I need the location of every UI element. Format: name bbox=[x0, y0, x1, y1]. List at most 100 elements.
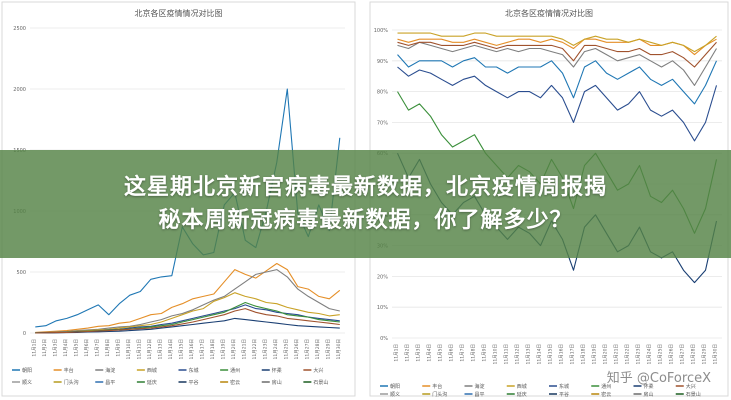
x-tick-label: 11月5日 bbox=[438, 344, 444, 362]
legend-label: 东城 bbox=[189, 367, 199, 374]
x-tick-label: 11月21日 bbox=[241, 339, 247, 359]
legend-label: 密云 bbox=[601, 391, 611, 398]
x-tick-label: 11月20日 bbox=[603, 344, 609, 364]
legend-label: 丰台 bbox=[64, 367, 74, 374]
y-tick-label: 10% bbox=[377, 305, 388, 311]
legend-label: 怀柔 bbox=[272, 367, 282, 374]
x-tick-label: 11月10日 bbox=[126, 339, 132, 359]
x-tick-label: 11月12日 bbox=[515, 344, 521, 364]
x-tick-label: 11月6日 bbox=[449, 344, 455, 362]
x-tick-label: 11月13日 bbox=[157, 339, 163, 359]
chart-title: 北京各区疫情情况对比图 bbox=[135, 8, 223, 18]
series-line-大兴 bbox=[35, 308, 340, 334]
x-tick-label: 11月1日 bbox=[394, 344, 400, 362]
legend-label: 房山 bbox=[644, 391, 654, 398]
x-tick-label: 11月2日 bbox=[42, 339, 48, 357]
x-tick-label: 11月17日 bbox=[570, 344, 576, 364]
legend-label: 门头沟 bbox=[432, 391, 447, 398]
x-tick-label: 11月24日 bbox=[647, 344, 653, 364]
y-tick-label: 500 bbox=[16, 270, 26, 276]
legend-label: 门头沟 bbox=[64, 379, 79, 386]
headline-line-2: 秘本周新冠病毒最新数据，你了解多少？ bbox=[158, 208, 573, 233]
legend-label: 东城 bbox=[559, 383, 569, 390]
x-tick-label: 11月11日 bbox=[504, 344, 510, 364]
x-tick-label: 11月21日 bbox=[614, 344, 620, 364]
x-tick-label: 11月18日 bbox=[581, 344, 587, 364]
y-tick-label: 2500 bbox=[13, 26, 26, 32]
series-line-西城 bbox=[397, 32, 717, 53]
x-tick-label: 11月30日 bbox=[713, 344, 719, 364]
x-tick-label: 11月13日 bbox=[526, 344, 532, 364]
x-tick-label: 11月15日 bbox=[548, 344, 554, 364]
legend-label: 顺义 bbox=[22, 380, 32, 386]
x-tick-label: 11月3日 bbox=[52, 339, 58, 357]
y-tick-label: 70% bbox=[377, 120, 388, 126]
x-tick-label: 11月24日 bbox=[273, 339, 279, 359]
legend-label: 通州 bbox=[230, 367, 240, 374]
x-tick-label: 11月10日 bbox=[493, 344, 499, 364]
legend-label: 丰台 bbox=[432, 383, 442, 390]
legend-label: 海淀 bbox=[475, 383, 485, 390]
x-tick-label: 11月5日 bbox=[73, 339, 79, 357]
chart-title: 北京各区疫情情况对比图 bbox=[505, 8, 593, 18]
x-tick-label: 11月25日 bbox=[658, 344, 664, 364]
legend-label: 海淀 bbox=[105, 367, 115, 374]
legend-label: 大兴 bbox=[686, 383, 696, 390]
x-tick-label: 11月23日 bbox=[636, 344, 642, 364]
x-tick-label: 11月27日 bbox=[304, 339, 310, 359]
legend-label: 怀柔 bbox=[644, 383, 654, 390]
x-tick-label: 11月4日 bbox=[427, 344, 433, 362]
legend-label: 朝阳 bbox=[22, 367, 32, 374]
y-tick-label: 80% bbox=[377, 90, 388, 96]
x-tick-label: 11月16日 bbox=[189, 339, 195, 359]
legend-label: 朝阳 bbox=[390, 383, 400, 390]
x-tick-label: 11月23日 bbox=[262, 339, 268, 359]
y-tick-label: 0% bbox=[380, 336, 388, 342]
x-tick-label: 11月18日 bbox=[210, 339, 216, 359]
series-line-海淀 bbox=[35, 269, 340, 334]
legend-label: 延庆 bbox=[517, 391, 527, 398]
legend-label: 大兴 bbox=[313, 367, 323, 374]
x-tick-label: 11月22日 bbox=[625, 344, 631, 364]
x-tick-label: 11月12日 bbox=[147, 339, 153, 359]
x-tick-label: 11月16日 bbox=[559, 344, 565, 364]
y-tick-label: 2000 bbox=[13, 87, 26, 93]
x-tick-label: 11月8日 bbox=[105, 339, 111, 357]
watermark-text: 知乎 @CoForceX bbox=[606, 371, 711, 386]
headline-banner: 这星期北京新官病毒最新数据，北京疫情周报揭 秘本周新冠病毒最新数据，你了解多少？ bbox=[0, 150, 731, 258]
legend-label: 顺义 bbox=[390, 392, 400, 398]
x-tick-label: 11月1日 bbox=[31, 339, 37, 357]
x-tick-label: 11月6日 bbox=[84, 339, 90, 357]
series-line-海淀 bbox=[397, 41, 717, 86]
x-tick-label: 11月20日 bbox=[231, 339, 237, 359]
x-tick-label: 11月8日 bbox=[471, 344, 477, 362]
x-tick-label: 11月7日 bbox=[460, 344, 466, 362]
x-tick-label: 11月19日 bbox=[592, 344, 598, 364]
x-tick-label: 11月3日 bbox=[416, 344, 422, 362]
legend-label: 石景山 bbox=[686, 391, 701, 398]
legend-label: 平谷 bbox=[559, 391, 569, 398]
x-tick-label: 11月7日 bbox=[94, 339, 100, 357]
legend-label: 西城 bbox=[517, 383, 527, 390]
legend-label: 昌平 bbox=[475, 392, 485, 398]
x-tick-label: 11月26日 bbox=[669, 344, 675, 364]
x-tick-label: 11月22日 bbox=[252, 339, 258, 359]
x-tick-label: 11月19日 bbox=[220, 339, 226, 359]
x-tick-label: 11月27日 bbox=[680, 344, 686, 364]
x-tick-label: 11月4日 bbox=[63, 339, 69, 357]
x-tick-label: 11月25日 bbox=[283, 339, 289, 359]
legend-label: 昌平 bbox=[105, 380, 115, 386]
x-tick-label: 11月14日 bbox=[537, 344, 543, 364]
series-line-丰台 bbox=[35, 262, 341, 333]
headline-line-1: 这星期北京新官病毒最新数据，北京疫情周报揭 bbox=[123, 175, 607, 200]
x-tick-label: 11月9日 bbox=[115, 339, 121, 357]
legend-label: 平谷 bbox=[189, 379, 199, 386]
legend-label: 通州 bbox=[601, 383, 611, 390]
y-tick-label: 0 bbox=[23, 331, 26, 337]
x-tick-label: 11月2日 bbox=[405, 344, 411, 362]
y-tick-label: 20% bbox=[377, 274, 388, 280]
x-tick-label: 11月17日 bbox=[199, 339, 205, 359]
y-tick-label: 90% bbox=[377, 59, 388, 65]
legend-label: 延庆 bbox=[147, 379, 157, 386]
x-tick-label: 11月29日 bbox=[702, 344, 708, 364]
